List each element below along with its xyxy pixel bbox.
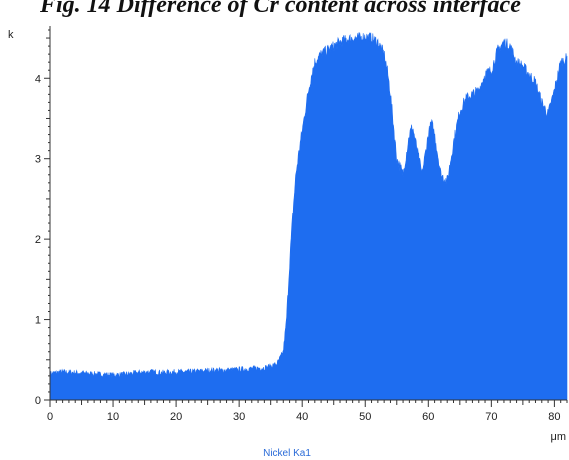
y-tick-label: 1: [35, 315, 41, 327]
x-tick-label: 40: [296, 411, 308, 423]
x-tick-label: 60: [422, 411, 434, 423]
series-area-nickel-ka1: [49, 32, 568, 401]
ticks: 0 10 20 30 40 50 60 70 80 0 1 2 3 4: [35, 29, 568, 423]
chart-title: Fig. 14 Difference of Cr content across …: [40, 0, 521, 18]
x-tick-label: 0: [47, 411, 53, 423]
x-tick-label: 80: [548, 411, 560, 423]
x-tick-label: 50: [359, 411, 371, 423]
y-tick-label: 0: [35, 395, 41, 407]
x-axis-unit: μm: [550, 431, 566, 443]
plot-area: [49, 32, 568, 401]
x-tick-label: 30: [233, 411, 245, 423]
y-tick-label: 2: [35, 234, 41, 246]
y-tick-label: 3: [35, 154, 41, 166]
y-axis-unit: k: [8, 29, 14, 41]
x-axis-label: Nickel Ka1: [263, 448, 311, 459]
x-tick-label: 70: [485, 411, 497, 423]
x-tick-label: 20: [170, 411, 182, 423]
x-tick-label: 10: [107, 411, 119, 423]
y-tick-label: 4: [35, 73, 41, 85]
